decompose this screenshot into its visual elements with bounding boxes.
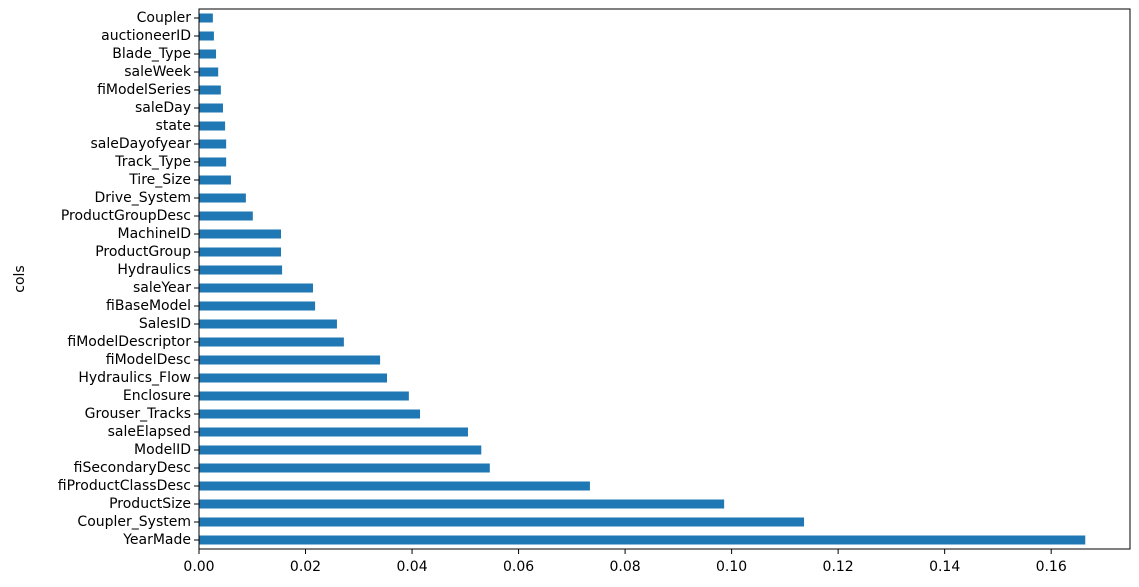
y-tick-label: state	[156, 118, 191, 134]
y-tick-label: YearMade	[122, 532, 191, 548]
y-tick-label: Drive_System	[94, 190, 191, 206]
bar	[199, 535, 1086, 545]
y-tick-label: fiBaseModel	[106, 298, 191, 314]
x-tick-label: 0.08	[610, 559, 641, 575]
plot-frame	[198, 8, 1131, 550]
y-tick-label: Enclosure	[123, 388, 191, 404]
y-tick-label: saleDayofyear	[90, 136, 191, 152]
x-tick-label: 0.16	[1036, 559, 1067, 575]
y-tick-label: fiModelDesc	[106, 352, 191, 368]
x-tick-label: 0.12	[823, 559, 854, 575]
bar	[199, 481, 590, 491]
x-tick-label: 0.00	[183, 559, 214, 575]
bar	[199, 355, 381, 365]
y-tick-label: fiModelDescriptor	[67, 334, 191, 350]
bar	[199, 391, 409, 401]
y-tick-label: Track_Type	[114, 154, 191, 170]
bar	[199, 283, 313, 293]
y-tick-label: auctioneerID	[101, 28, 191, 44]
bar	[199, 193, 246, 203]
bar	[199, 121, 226, 131]
bar	[199, 301, 316, 311]
bar	[199, 139, 227, 149]
bar	[199, 13, 213, 23]
bar	[199, 337, 344, 347]
y-tick-label: ProductSize	[109, 496, 191, 512]
bar	[199, 463, 490, 473]
bar	[199, 247, 282, 257]
y-tick-label: SalesID	[139, 316, 191, 332]
bar	[199, 49, 217, 59]
bar	[199, 517, 805, 527]
y-tick-label: fiSecondaryDesc	[74, 460, 191, 476]
bar	[199, 373, 388, 383]
y-tick-label: fiProductClassDesc	[58, 478, 191, 494]
x-tick-label: 0.14	[929, 559, 960, 575]
bar	[199, 103, 223, 113]
y-tick-label: Tire_Size	[128, 172, 191, 188]
y-tick-label: saleDay	[135, 100, 191, 116]
y-tick-label: Coupler_System	[77, 514, 191, 530]
bar	[199, 175, 231, 185]
x-tick-label: 0.06	[503, 559, 534, 575]
y-tick-label: fiModelSeries	[97, 82, 191, 98]
x-tick-label: 0.10	[716, 559, 747, 575]
bar	[199, 445, 482, 455]
bar	[199, 409, 421, 419]
y-tick-label: ProductGroupDesc	[61, 208, 191, 224]
y-tick-label: Hydraulics	[117, 262, 191, 278]
y-axis-label: cols	[12, 265, 28, 292]
y-tick-label: MachineID	[117, 226, 191, 242]
bar	[199, 157, 227, 167]
bar	[199, 67, 219, 77]
bar	[199, 85, 221, 95]
bar	[199, 31, 214, 41]
x-tick-label: 0.02	[290, 559, 321, 575]
bar	[199, 499, 725, 509]
y-tick-label: saleWeek	[124, 64, 192, 80]
bar	[199, 319, 337, 329]
bar	[199, 229, 282, 239]
x-tick-label: 0.04	[396, 559, 427, 575]
y-tick-label: ProductGroup	[95, 244, 191, 260]
y-tick-label: Grouser_Tracks	[85, 406, 191, 422]
bar	[199, 265, 283, 275]
bar	[199, 427, 468, 437]
y-tick-label: Hydraulics_Flow	[78, 370, 191, 386]
y-tick-label: saleYear	[133, 280, 191, 296]
y-tick-label: ModelID	[134, 442, 191, 458]
y-tick-label: Coupler	[137, 10, 192, 26]
bar	[199, 211, 253, 221]
y-tick-label: saleElapsed	[108, 424, 191, 440]
y-tick-label: Blade_Type	[112, 46, 191, 62]
